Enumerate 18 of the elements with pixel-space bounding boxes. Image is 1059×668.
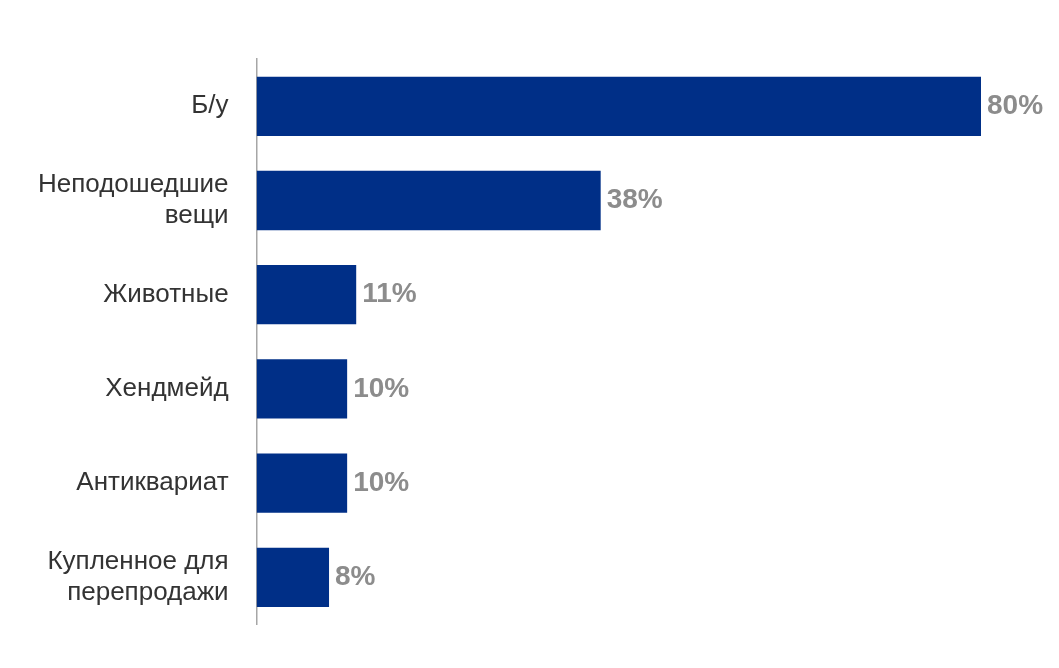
data-label: 8% [335, 560, 376, 592]
bar [256, 547, 330, 607]
data-label: 80% [987, 89, 1044, 121]
data-label: 10% [353, 465, 410, 497]
y-tick-label: Хендмейд [105, 372, 229, 403]
y-tick-label: Животные [103, 277, 229, 308]
y-tick-label: Неподошедшие вещи [37, 168, 229, 230]
y-tick-label: Купленное для перепродажи [47, 544, 229, 607]
bar [256, 76, 981, 136]
bar [256, 265, 357, 325]
bar [256, 170, 601, 231]
bar [256, 359, 348, 419]
y-tick-label: Б/у [191, 89, 229, 120]
bar [256, 453, 348, 513]
data-label: 10% [353, 371, 410, 403]
y-tick-label: Антиквариат [76, 466, 229, 497]
data-label: 38% [606, 183, 663, 215]
data-label: 11% [362, 277, 417, 309]
